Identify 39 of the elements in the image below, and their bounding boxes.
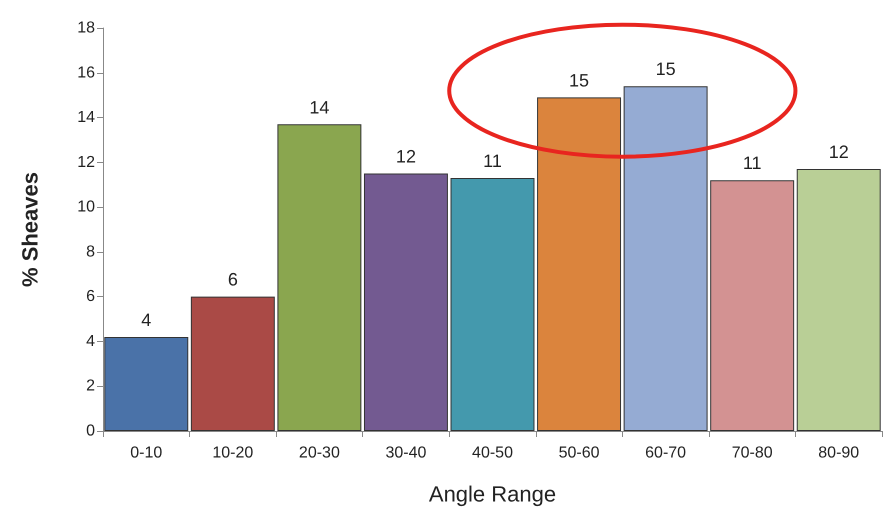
- y-tick-label: 12: [77, 154, 96, 171]
- x-tick-label: 10-20: [212, 444, 254, 462]
- x-tick-label: 20-30: [298, 444, 340, 462]
- x-tick-label: 80-90: [818, 444, 860, 462]
- x-tick-label: 50-60: [558, 444, 600, 462]
- y-tick-label: 6: [86, 288, 96, 306]
- y-tick-label: 2: [86, 378, 96, 395]
- x-tick-label: 70-80: [732, 444, 773, 462]
- y-axis-title: % Sheaves: [18, 172, 42, 287]
- bar: [104, 336, 188, 431]
- y-tick-label: 0: [86, 422, 96, 440]
- x-tick-label: 30-40: [385, 444, 427, 462]
- y-tick-label: 4: [86, 332, 96, 350]
- y-tick-label: 8: [86, 243, 96, 260]
- bar: [624, 86, 708, 431]
- data-label: 15: [569, 70, 590, 90]
- data-label: 4: [141, 310, 152, 330]
- x-tick-label: 0-10: [130, 444, 162, 462]
- data-label: 15: [656, 59, 676, 80]
- data-label: 12: [396, 146, 416, 167]
- x-tick-label: 40-50: [472, 444, 514, 462]
- data-label: 6: [228, 270, 238, 290]
- y-tick-label: 16: [77, 64, 96, 82]
- bar: [190, 296, 275, 431]
- y-tick-label: 18: [77, 20, 96, 36]
- data-label: 11: [483, 151, 502, 172]
- data-label: 12: [828, 142, 849, 162]
- bar: [710, 180, 794, 431]
- x-axis-title: Angle Range: [428, 482, 556, 506]
- data-label: 11: [742, 153, 762, 174]
- data-label: 14: [309, 97, 330, 118]
- bar: [450, 178, 534, 431]
- bar: [796, 169, 881, 431]
- bar: [364, 174, 448, 431]
- x-tick-label: 60-70: [645, 444, 686, 462]
- bar: [537, 97, 622, 431]
- y-tick-label: 10: [77, 198, 96, 216]
- bar: [277, 124, 362, 431]
- y-tick-label: 14: [77, 109, 96, 126]
